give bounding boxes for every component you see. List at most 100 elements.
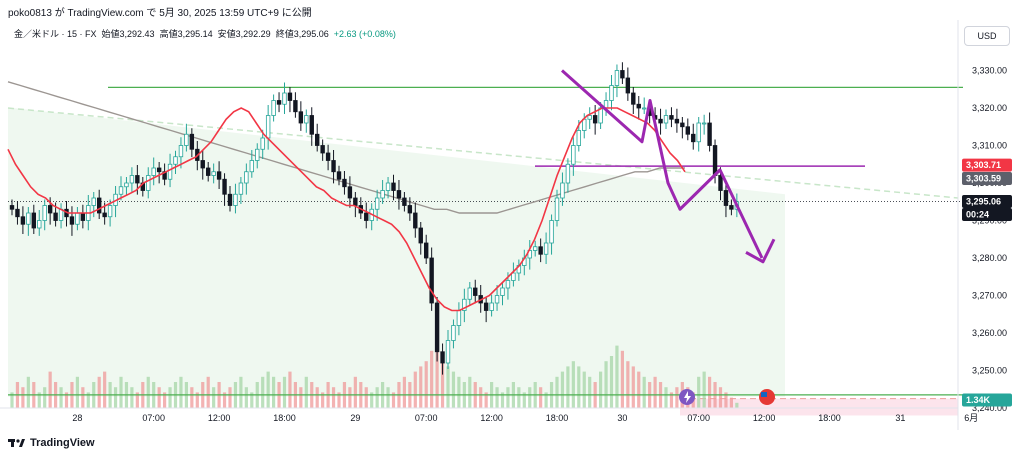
candle-body <box>669 115 674 120</box>
symbol-info-bar: 金／米ドル · 15 · FX 始値3,292.43 高値3,295.14 安値… <box>14 27 396 40</box>
volume-bar <box>631 366 635 408</box>
candle-body <box>413 212 418 229</box>
candle-body <box>102 212 107 218</box>
candle-body <box>9 205 15 210</box>
volume-bar <box>168 387 172 408</box>
candle-body <box>91 197 96 206</box>
volume-bar <box>528 387 532 408</box>
candle-body <box>200 160 205 169</box>
volume-bar <box>544 392 548 408</box>
high-value: 高値3,295.14 <box>159 29 213 39</box>
volume-bar <box>179 376 183 408</box>
candle-body <box>451 325 456 341</box>
candle-body <box>391 182 396 191</box>
gray-ma-price-label-bg <box>962 172 1012 186</box>
candle-body <box>663 115 669 124</box>
range-fill-area <box>8 108 785 397</box>
volume-bar <box>566 366 570 408</box>
volume-bar <box>495 387 499 408</box>
volume-label-bg <box>962 393 1012 407</box>
candle-body <box>331 160 336 173</box>
volume-bar <box>304 376 308 408</box>
candle-body <box>320 145 325 154</box>
volume-bar <box>59 387 63 408</box>
volume-bar <box>348 387 352 408</box>
candle-body <box>347 186 353 199</box>
candle-body <box>118 186 124 195</box>
candle-body <box>718 175 723 191</box>
volume-bar <box>75 376 79 408</box>
volume-bar <box>588 376 592 408</box>
candle-body <box>729 205 734 210</box>
footer-branding: TradingView <box>8 437 95 449</box>
volume-bar <box>500 392 505 408</box>
volume-bar <box>10 392 14 408</box>
y-tick-label: 3,330.00 <box>972 66 1007 76</box>
volume-bar <box>113 387 118 408</box>
x-tick-label: 12:00 <box>208 413 231 423</box>
volume-bar <box>708 376 712 408</box>
candle-body <box>696 122 701 143</box>
candle-body <box>97 197 102 214</box>
volume-bar <box>97 376 101 408</box>
candle-body <box>271 100 276 116</box>
x-tick-label: 18:00 <box>546 413 569 423</box>
us-flag-canton <box>761 392 767 397</box>
candle-body <box>20 216 26 225</box>
candle-body <box>571 145 576 165</box>
change-value: +2.63 (+0.08%) <box>333 29 396 39</box>
candle-body <box>456 310 462 326</box>
volume-bar <box>435 340 439 408</box>
candle-body <box>342 178 347 188</box>
candle-body <box>124 182 129 188</box>
tradingview-logo-icon <box>8 439 25 447</box>
candle-body <box>75 212 80 225</box>
volume-bar <box>555 376 559 408</box>
candle-body <box>129 175 135 184</box>
candle-body <box>374 197 380 210</box>
volume-bar <box>599 371 603 408</box>
volume-bar <box>675 387 679 408</box>
volume-bar <box>146 376 150 408</box>
x-tick-label: 29 <box>350 413 360 423</box>
currency-button[interactable]: USD <box>964 26 1010 46</box>
x-tick-label: 18:00 <box>273 413 296 423</box>
current-price-label-bg <box>962 195 1012 209</box>
gray-ma-price-label: 3,303.59 <box>966 174 1001 184</box>
volume-bar <box>440 356 445 408</box>
candle-body <box>505 280 511 289</box>
volume-bar <box>364 387 368 408</box>
volume-bar <box>222 392 227 408</box>
candle-body <box>189 133 195 150</box>
candle-body <box>614 70 620 86</box>
x-tick-label: 28 <box>72 413 82 423</box>
volume-bar <box>353 376 357 408</box>
candle-body <box>473 287 478 296</box>
volume-bar <box>735 402 739 408</box>
candle-body <box>53 212 58 221</box>
volume-bar <box>163 392 167 408</box>
candle-body <box>707 122 712 146</box>
projection-arrow-path <box>561 69 764 259</box>
red-ma-price-label-bg <box>962 158 1012 172</box>
candle-body <box>151 167 156 176</box>
volume-bar <box>582 371 586 408</box>
fast-moving-average <box>7 107 686 312</box>
volume-bar <box>430 350 434 408</box>
candle-body <box>233 193 238 206</box>
candle-body <box>538 246 543 255</box>
volume-bar <box>517 387 521 408</box>
candle-body <box>265 115 271 139</box>
candle-body <box>222 178 227 195</box>
candle-body <box>293 100 298 113</box>
volume-bar <box>321 392 325 408</box>
candle-body <box>31 212 36 229</box>
candle-body <box>609 85 614 101</box>
candle-body <box>47 205 53 214</box>
symbol-name[interactable]: 金／米ドル · 15 · FX <box>14 29 97 39</box>
candle-body <box>483 302 489 311</box>
volume-bar <box>653 376 657 408</box>
volume-bar <box>375 387 379 408</box>
flash-bolt-icon <box>684 391 691 403</box>
